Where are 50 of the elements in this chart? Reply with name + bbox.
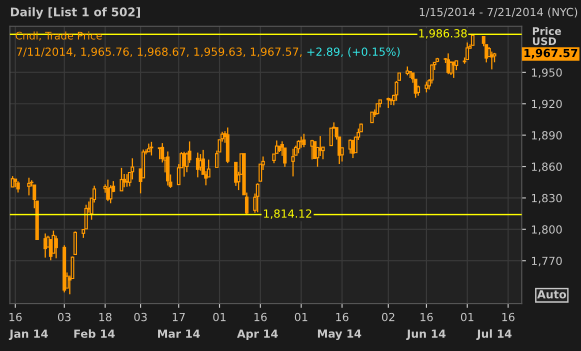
x2-tick-label: Jul 14 <box>476 329 512 340</box>
y-tick-label: 1,890 <box>532 131 562 141</box>
x-tick-label: 16 <box>420 312 433 322</box>
y-tick-label: 1,830 <box>532 194 562 204</box>
x2-tick-label: Jun 14 <box>406 330 446 340</box>
x2-tick-label: Mar 14 <box>158 330 200 338</box>
x2-tick-label: May 14 <box>318 330 362 340</box>
x-tick-label: 02 <box>382 312 394 322</box>
annotation: 7/11/2014, 1,965.76, 1,968.67, 1,959.63, 1,967.57, <box>16 47 302 58</box>
chart-subtitle: 1/15/2014 - 7/21/2014 (NYC) <box>420 8 578 18</box>
annotation: 1,967.57 <box>524 48 578 59</box>
ref-line-label: 1,986.38 <box>419 29 467 39</box>
candlestick <box>256 182 260 213</box>
candlestick <box>166 150 170 186</box>
candlestick <box>386 96 390 109</box>
candlestick <box>466 42 470 60</box>
candlestick <box>120 167 124 192</box>
y-tick-label: 1,860 <box>532 162 562 172</box>
x-tick-label: 03 <box>134 312 147 322</box>
x2-tick-label: Feb 14 <box>74 329 115 338</box>
x-tick-label: 03 <box>58 312 71 322</box>
chart-title: Daily [List 1 of 502] <box>10 7 140 19</box>
x-tick-label: 17 <box>172 312 185 322</box>
x-tick-label: 01 <box>213 312 226 322</box>
y-tick-label: 1,920 <box>532 100 562 110</box>
candlestick <box>27 177 31 196</box>
candlestick <box>16 180 20 194</box>
y-tick-label: 1,950 <box>532 68 562 78</box>
candlestick <box>150 141 154 156</box>
y-axis-title: Price USD <box>532 26 562 46</box>
text: Auto <box>537 290 566 299</box>
x-tick-label: 16 <box>9 312 22 322</box>
candlestick <box>424 81 428 93</box>
x-tick-label: 16 <box>336 312 348 322</box>
y-tick-label: 1,800 <box>532 225 562 235</box>
x-tick-label: 01 <box>460 312 474 322</box>
ref-line-label: 1,814.12 <box>264 209 312 219</box>
x-tick-label: 16 <box>502 312 514 322</box>
candlestick <box>54 235 58 259</box>
x-tick-label: 18 <box>99 312 112 322</box>
candlestick <box>291 148 295 177</box>
candlestick <box>234 162 238 187</box>
x2-tick-label: Jan 14 <box>8 330 48 340</box>
y-tick-label: 1,770 <box>532 256 562 266</box>
x-tick-label: 01 <box>294 312 308 322</box>
x2-tick-label: Apr 14 <box>237 330 278 340</box>
candlestick <box>130 158 134 180</box>
x-tick-label: 16 <box>254 312 267 322</box>
annotation: +2.89, (+0.15%) <box>307 47 400 58</box>
candlestick <box>125 174 129 188</box>
